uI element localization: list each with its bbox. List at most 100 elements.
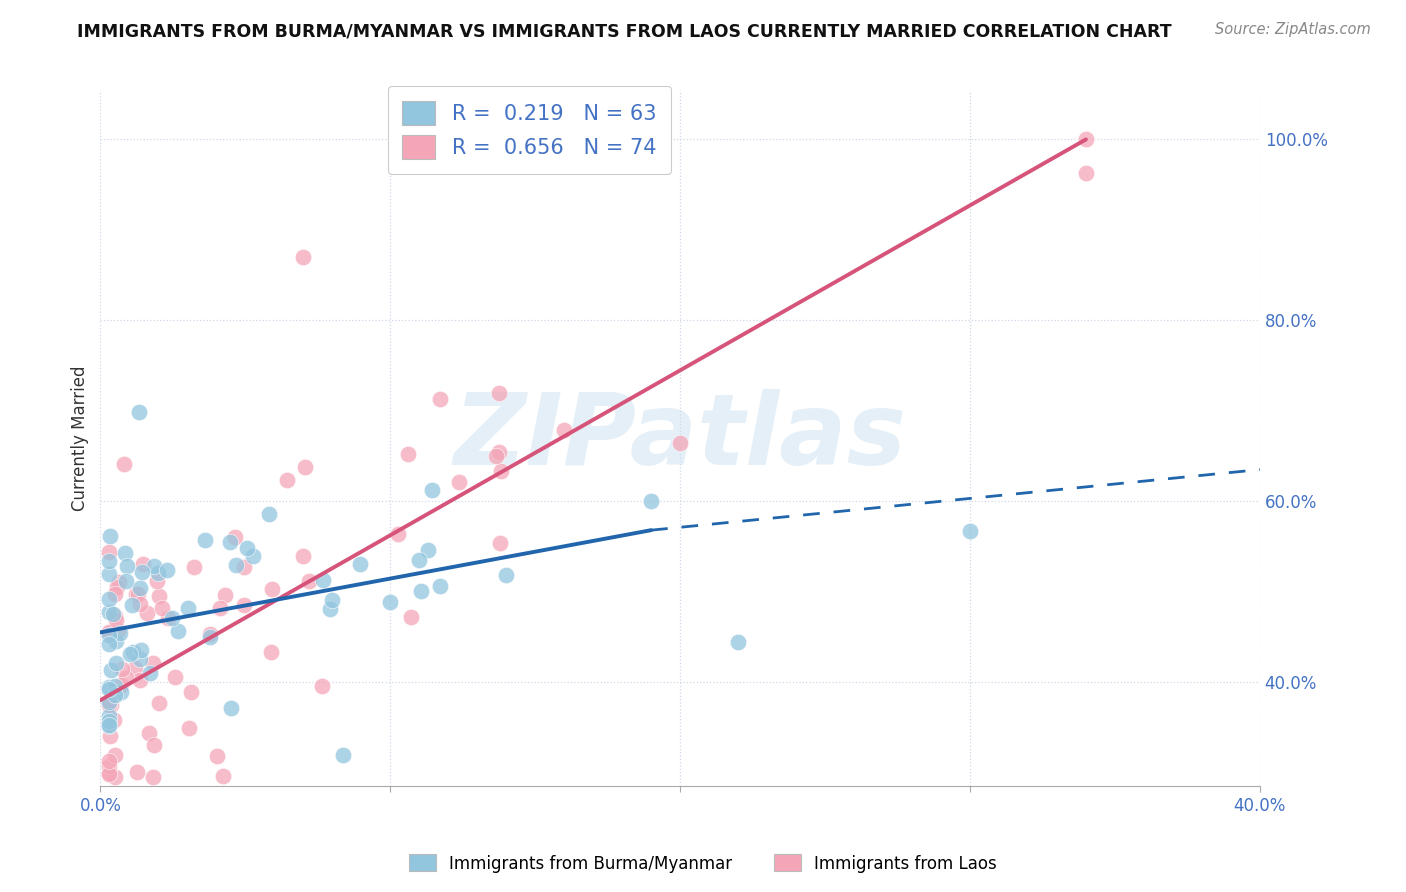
- Point: [103, 587, 125, 601]
- Point: [236, 541, 259, 555]
- Point: [115, 558, 138, 573]
- Point: [98, 592, 121, 607]
- Point: [124, 661, 146, 675]
- Point: [183, 560, 205, 574]
- Point: [319, 602, 342, 616]
- Point: [110, 678, 132, 692]
- Point: [198, 626, 221, 640]
- Legend: Immigrants from Burma/Myanmar, Immigrants from Laos: Immigrants from Burma/Myanmar, Immigrant…: [402, 847, 1004, 880]
- Point: [146, 566, 169, 580]
- Point: [485, 449, 508, 463]
- Point: [131, 557, 153, 571]
- Point: [98, 605, 121, 619]
- Point: [429, 392, 451, 406]
- Point: [139, 666, 162, 681]
- Text: ZIPatlas: ZIPatlas: [454, 390, 907, 486]
- Point: [447, 475, 470, 489]
- Point: [208, 600, 231, 615]
- Point: [232, 599, 254, 613]
- Point: [257, 508, 280, 522]
- Point: [177, 600, 200, 615]
- Point: [129, 581, 152, 595]
- Point: [669, 436, 692, 450]
- Point: [205, 749, 228, 764]
- Point: [416, 542, 439, 557]
- Point: [321, 592, 343, 607]
- Point: [260, 582, 283, 596]
- Point: [131, 565, 153, 579]
- Point: [104, 613, 127, 627]
- Point: [121, 645, 143, 659]
- Point: [311, 679, 333, 693]
- Point: [98, 759, 121, 773]
- Point: [156, 563, 179, 577]
- Point: [233, 560, 256, 574]
- Point: [100, 698, 122, 713]
- Point: [218, 535, 240, 549]
- Point: [108, 626, 131, 640]
- Point: [422, 483, 444, 497]
- Point: [219, 701, 242, 715]
- Point: [104, 747, 127, 762]
- Point: [98, 625, 121, 640]
- Point: [127, 587, 149, 601]
- Point: [98, 729, 121, 743]
- Point: [103, 714, 125, 728]
- Point: [114, 546, 136, 560]
- Point: [399, 610, 422, 624]
- Point: [211, 769, 233, 783]
- Point: [145, 574, 167, 589]
- Point: [104, 770, 127, 784]
- Point: [167, 624, 190, 638]
- Point: [138, 726, 160, 740]
- Point: [98, 627, 121, 641]
- Point: [298, 574, 321, 588]
- Point: [214, 588, 236, 602]
- Point: [387, 527, 409, 541]
- Point: [129, 673, 152, 688]
- Point: [129, 643, 152, 657]
- Point: [312, 573, 335, 587]
- Point: [1074, 166, 1097, 180]
- Point: [111, 662, 134, 676]
- Point: [488, 445, 510, 459]
- Point: [121, 598, 143, 612]
- Point: [429, 578, 451, 592]
- Point: [98, 680, 121, 694]
- Point: [194, 533, 217, 547]
- Point: [409, 584, 432, 599]
- Point: [489, 535, 512, 549]
- Point: [292, 549, 315, 563]
- Point: [553, 423, 575, 437]
- Point: [98, 554, 121, 568]
- Point: [98, 545, 121, 559]
- Point: [150, 600, 173, 615]
- Point: [105, 633, 128, 648]
- Point: [396, 447, 419, 461]
- Point: [242, 549, 264, 564]
- Point: [98, 766, 121, 780]
- Point: [148, 589, 170, 603]
- Point: [105, 657, 128, 671]
- Point: [165, 670, 187, 684]
- Point: [98, 719, 121, 733]
- Point: [157, 611, 180, 625]
- Y-axis label: Currently Married: Currently Married: [72, 365, 89, 510]
- Point: [125, 764, 148, 779]
- Point: [180, 685, 202, 699]
- Point: [160, 611, 183, 625]
- Point: [292, 250, 315, 264]
- Point: [98, 695, 121, 709]
- Legend: R =  0.219   N = 63, R =  0.656   N = 74: R = 0.219 N = 63, R = 0.656 N = 74: [388, 87, 671, 174]
- Point: [98, 637, 121, 651]
- Text: Source: ZipAtlas.com: Source: ZipAtlas.com: [1215, 22, 1371, 37]
- Point: [98, 567, 121, 582]
- Point: [727, 635, 749, 649]
- Point: [225, 558, 247, 572]
- Point: [115, 671, 138, 685]
- Point: [488, 385, 510, 400]
- Point: [640, 494, 662, 508]
- Point: [108, 574, 131, 589]
- Point: [104, 608, 127, 623]
- Point: [143, 738, 166, 752]
